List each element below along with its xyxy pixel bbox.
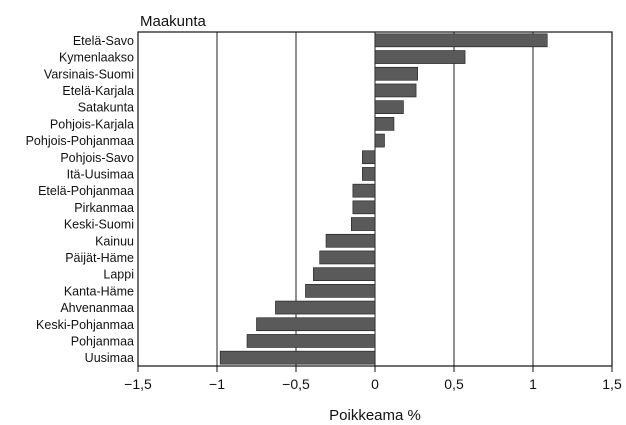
category-label: Varsinais-Suomi — [44, 67, 134, 81]
category-label: Etelä-Pohjanmaa — [38, 184, 134, 198]
category-label: Pirkanmaa — [74, 201, 134, 215]
bar — [374, 83, 417, 98]
category-label: Pohjois-Savo — [60, 151, 134, 165]
category-label: Pohjois-Pohjanmaa — [26, 134, 134, 148]
bar — [374, 133, 385, 148]
bar — [374, 33, 548, 48]
grid-lines — [216, 32, 534, 366]
bar — [352, 200, 376, 215]
chart-title: Maakunta — [140, 13, 207, 30]
category-label: Etelä-Savo — [73, 34, 134, 48]
bar — [246, 334, 376, 348]
category-label: Pohjois-Karjala — [50, 117, 134, 131]
category-label: Päijät-Häme — [65, 251, 134, 265]
bar — [256, 317, 376, 332]
category-label: Uusimaa — [85, 351, 134, 365]
tick-label: 0,5 — [444, 376, 464, 392]
category-label: Etelä-Karjala — [62, 84, 134, 98]
tick-label: −1,5 — [124, 376, 152, 392]
bar — [374, 117, 395, 131]
bar — [350, 217, 376, 231]
tick-label: 0 — [371, 376, 379, 392]
x-axis-ticks: −1,5 −1 −0,5 0 0,5 1 1,5 — [124, 366, 622, 392]
category-label: Keski-Pohjanmaa — [36, 318, 134, 332]
category-label: Lappi — [103, 268, 134, 282]
category-label: Satakunta — [78, 101, 134, 115]
category-label: Kanta-Häme — [64, 284, 134, 298]
category-label: Pohjanmaa — [71, 334, 134, 348]
category-label: Kymenlaakso — [59, 51, 134, 65]
bar — [275, 300, 376, 315]
bar — [319, 250, 376, 265]
bar — [374, 50, 466, 64]
bar — [362, 150, 376, 165]
tick-label: −1 — [209, 376, 225, 392]
category-label: Kainuu — [95, 234, 134, 248]
bar — [352, 183, 376, 198]
bar — [374, 100, 404, 114]
category-labels: Etelä-Savo Kymenlaakso Varsinais-Suomi Etel… — [26, 34, 134, 365]
x-axis-label: Poikkeama % — [329, 407, 421, 424]
bars — [219, 33, 548, 365]
bar — [313, 267, 376, 281]
category-label: Itä-Uusimaa — [67, 167, 134, 181]
category-label: Keski-Suomi — [64, 218, 134, 232]
tick-label: −0,5 — [282, 376, 310, 392]
bar — [374, 66, 418, 81]
category-label: Ahvenanmaa — [60, 301, 134, 315]
tick-label: 1 — [529, 376, 537, 392]
bar — [219, 350, 376, 365]
bar — [325, 233, 376, 248]
tick-label: 1,5 — [602, 376, 622, 392]
bar — [362, 167, 376, 181]
bar — [305, 284, 376, 298]
